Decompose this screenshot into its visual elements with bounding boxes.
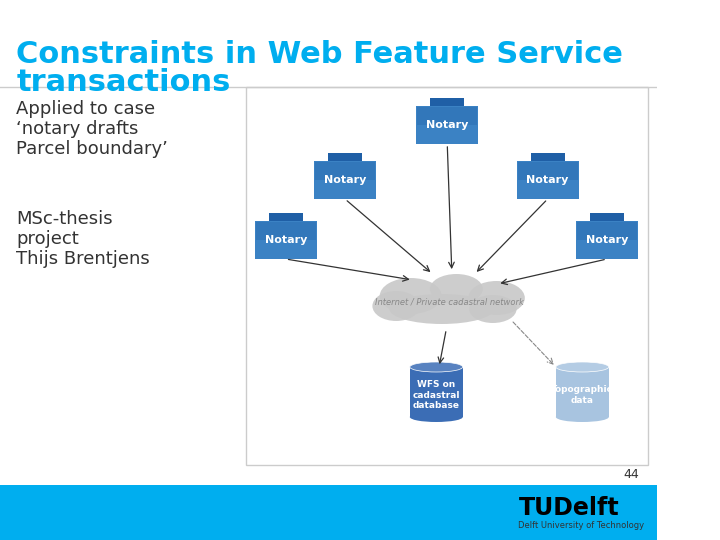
Text: WFS on
cadastral
database: WFS on cadastral database xyxy=(413,380,460,410)
Text: MSc-thesis: MSc-thesis xyxy=(17,210,113,228)
FancyBboxPatch shape xyxy=(531,153,564,161)
Text: Topographic
data: Topographic data xyxy=(552,386,613,404)
Text: Applied to case: Applied to case xyxy=(17,100,156,118)
FancyBboxPatch shape xyxy=(269,213,302,221)
Text: project: project xyxy=(17,230,79,248)
Text: Notary: Notary xyxy=(586,235,628,245)
Bar xyxy=(0,485,657,540)
FancyBboxPatch shape xyxy=(430,98,464,106)
Text: Notary: Notary xyxy=(324,175,366,185)
Ellipse shape xyxy=(372,291,420,321)
FancyBboxPatch shape xyxy=(590,213,624,221)
FancyBboxPatch shape xyxy=(517,161,579,199)
Ellipse shape xyxy=(556,362,609,372)
Ellipse shape xyxy=(379,278,442,314)
FancyBboxPatch shape xyxy=(314,161,376,199)
FancyBboxPatch shape xyxy=(416,106,478,144)
Text: Notary: Notary xyxy=(264,235,307,245)
Text: ‘notary drafts: ‘notary drafts xyxy=(17,120,139,138)
Bar xyxy=(556,367,609,417)
Text: 44: 44 xyxy=(624,468,639,481)
Text: Thijs Brentjens: Thijs Brentjens xyxy=(17,250,150,268)
Ellipse shape xyxy=(410,362,463,372)
FancyBboxPatch shape xyxy=(576,221,638,259)
FancyBboxPatch shape xyxy=(577,222,637,240)
Ellipse shape xyxy=(469,295,517,323)
Text: Constraints in Web Feature Service: Constraints in Web Feature Service xyxy=(17,40,624,69)
FancyBboxPatch shape xyxy=(417,107,477,125)
Text: Internet / Private cadastral network: Internet / Private cadastral network xyxy=(374,298,523,307)
Text: Delft University of Technology: Delft University of Technology xyxy=(518,522,644,530)
FancyBboxPatch shape xyxy=(256,222,316,240)
Ellipse shape xyxy=(410,412,463,422)
Ellipse shape xyxy=(556,362,609,372)
Text: Parcel boundary’: Parcel boundary’ xyxy=(17,140,168,158)
Ellipse shape xyxy=(556,412,609,422)
FancyBboxPatch shape xyxy=(315,162,375,180)
FancyBboxPatch shape xyxy=(518,162,577,180)
Ellipse shape xyxy=(430,274,483,304)
Text: Notary: Notary xyxy=(426,120,469,130)
Text: transactions: transactions xyxy=(17,68,231,97)
FancyBboxPatch shape xyxy=(255,221,317,259)
Bar xyxy=(410,367,463,417)
FancyBboxPatch shape xyxy=(246,87,648,465)
Text: TUDelft: TUDelft xyxy=(518,496,619,520)
Ellipse shape xyxy=(468,281,525,315)
FancyBboxPatch shape xyxy=(328,153,362,161)
Ellipse shape xyxy=(390,294,494,324)
Text: Notary: Notary xyxy=(526,175,569,185)
Ellipse shape xyxy=(410,362,463,372)
